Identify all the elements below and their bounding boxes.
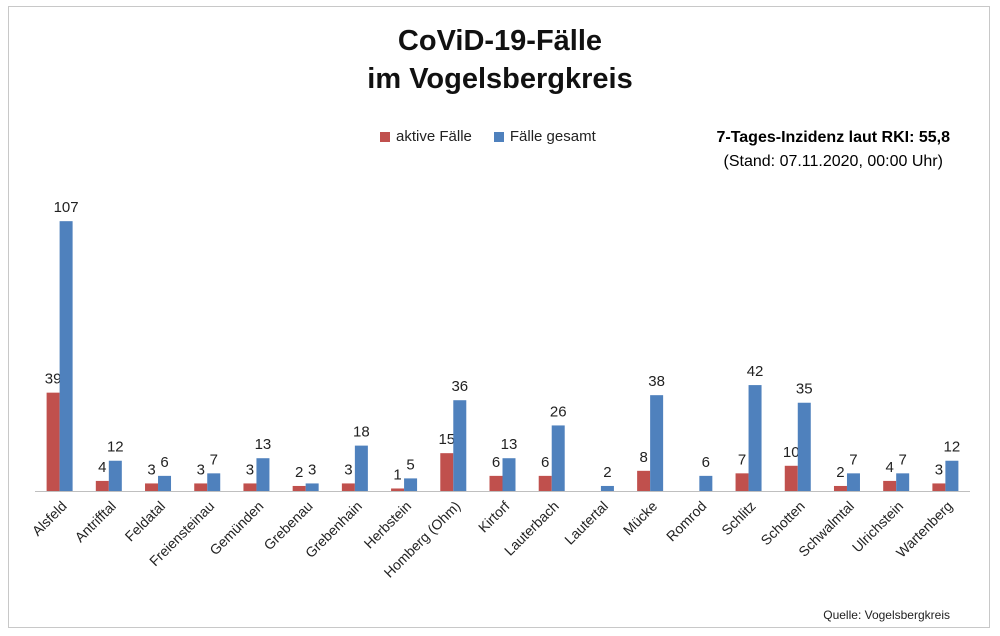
bar-gesamt-14 bbox=[748, 385, 762, 491]
legend-item-gesamt: Fälle gesamt bbox=[493, 128, 596, 145]
category-label-1: Antrifftal bbox=[71, 498, 118, 545]
category-label-11: Lautertal bbox=[561, 498, 611, 548]
category-label-2: Feldatal bbox=[122, 498, 169, 545]
legend: aktive Fälle Fälle gesamt bbox=[380, 128, 610, 145]
label-gesamt-17: 7 bbox=[899, 451, 907, 468]
label-gesamt-1: 12 bbox=[107, 439, 124, 456]
bar-gesamt-11 bbox=[600, 485, 614, 491]
chart-frame bbox=[8, 6, 990, 628]
bar-aktive-5 bbox=[292, 485, 306, 491]
bar-aktive-1 bbox=[95, 480, 109, 491]
label-aktive-6: 3 bbox=[344, 461, 352, 478]
label-aktive-16: 2 bbox=[836, 464, 844, 481]
label-aktive-10: 6 bbox=[541, 454, 549, 471]
bar-gesamt-0 bbox=[59, 221, 73, 491]
legend-label-aktive: aktive Fälle bbox=[396, 128, 472, 145]
bar-gesamt-16 bbox=[846, 473, 860, 491]
label-gesamt-15: 35 bbox=[796, 381, 813, 398]
legend-swatch-gesamt bbox=[493, 131, 504, 142]
bar-gesamt-18 bbox=[945, 460, 959, 491]
bar-aktive-16 bbox=[833, 485, 847, 491]
label-gesamt-12: 38 bbox=[648, 373, 665, 390]
label-gesamt-9: 13 bbox=[501, 436, 518, 453]
incidence-date: (Stand: 07.11.2020, 00:00 Uhr) bbox=[723, 153, 943, 170]
legend-label-gesamt: Fälle gesamt bbox=[509, 128, 596, 145]
category-label-13: Romrod bbox=[663, 498, 710, 545]
label-gesamt-4: 13 bbox=[255, 436, 272, 453]
label-aktive-15: 10 bbox=[783, 444, 800, 461]
bar-gesamt-9 bbox=[502, 458, 516, 491]
bar-aktive-12 bbox=[637, 470, 651, 491]
bar-gesamt-13 bbox=[699, 475, 713, 491]
label-gesamt-18: 12 bbox=[944, 439, 961, 456]
category-label-12: Mücke bbox=[620, 498, 661, 539]
bar-gesamt-7 bbox=[404, 478, 418, 491]
category-label-15: Schotten bbox=[757, 498, 807, 548]
label-aktive-0: 39 bbox=[45, 371, 62, 388]
label-aktive-2: 3 bbox=[147, 461, 155, 478]
label-aktive-14: 7 bbox=[738, 451, 746, 468]
bar-gesamt-6 bbox=[354, 445, 368, 491]
bar-gesamt-8 bbox=[453, 400, 467, 491]
label-gesamt-14: 42 bbox=[747, 363, 764, 380]
bar-gesamt-17 bbox=[896, 473, 910, 491]
label-aktive-8: 15 bbox=[438, 431, 455, 448]
legend-swatch-aktive bbox=[380, 131, 390, 142]
bar-aktive-18 bbox=[932, 483, 946, 491]
label-gesamt-7: 5 bbox=[406, 456, 414, 473]
label-aktive-18: 3 bbox=[935, 461, 943, 478]
label-gesamt-13: 6 bbox=[702, 454, 710, 471]
label-aktive-17: 4 bbox=[886, 459, 894, 476]
label-gesamt-0: 107 bbox=[54, 199, 79, 216]
bar-aktive-10 bbox=[538, 475, 552, 491]
bar-aktive-14 bbox=[735, 473, 749, 491]
label-gesamt-11: 2 bbox=[603, 464, 611, 481]
category-label-0: Alsfeld bbox=[29, 498, 70, 539]
label-aktive-1: 4 bbox=[98, 459, 106, 476]
bar-gesamt-2 bbox=[158, 475, 172, 491]
bar-aktive-15 bbox=[784, 465, 798, 491]
incidence-box: 7-Tages-Inzidenz laut RKI: 55,8 (Stand: … bbox=[716, 126, 950, 174]
label-aktive-7: 1 bbox=[393, 466, 401, 483]
label-aktive-4: 3 bbox=[246, 461, 254, 478]
bar-aktive-17 bbox=[883, 480, 897, 491]
label-gesamt-16: 7 bbox=[849, 451, 857, 468]
label-gesamt-3: 7 bbox=[210, 451, 218, 468]
bar-gesamt-3 bbox=[207, 473, 221, 491]
bar-aktive-2 bbox=[145, 483, 159, 491]
label-aktive-12: 8 bbox=[639, 449, 647, 466]
title-line-1: CoViD-19-Fälle bbox=[397, 25, 603, 57]
chart-title: CoViD-19-Fälle im Vogelsbergkreis bbox=[0, 22, 1000, 98]
title-line-2: im Vogelsbergkreis bbox=[367, 63, 633, 95]
bar-gesamt-12 bbox=[650, 395, 664, 491]
label-gesamt-5: 3 bbox=[308, 461, 316, 478]
bar-aktive-9 bbox=[489, 475, 503, 491]
bar-aktive-3 bbox=[194, 483, 208, 491]
bar-gesamt-15 bbox=[797, 402, 811, 491]
label-gesamt-8: 36 bbox=[451, 378, 468, 395]
bar-aktive-8 bbox=[440, 453, 454, 491]
source-note: Quelle: Vogelsbergkreis bbox=[823, 608, 950, 622]
bar-gesamt-4 bbox=[256, 458, 270, 491]
category-label-14: Schlitz bbox=[718, 498, 758, 538]
category-label-4: Gemünden bbox=[206, 498, 266, 558]
bar-aktive-0 bbox=[46, 392, 60, 491]
bar-gesamt-10 bbox=[551, 425, 565, 491]
label-aktive-5: 2 bbox=[295, 464, 303, 481]
label-aktive-9: 6 bbox=[492, 454, 500, 471]
bar-gesamt-5 bbox=[305, 483, 319, 491]
bar-aktive-7 bbox=[391, 488, 405, 491]
legend-item-aktive: aktive Fälle bbox=[380, 128, 472, 145]
bar-gesamt-1 bbox=[108, 460, 122, 491]
label-aktive-3: 3 bbox=[197, 461, 205, 478]
bar-aktive-4 bbox=[243, 483, 257, 491]
label-gesamt-10: 26 bbox=[550, 403, 567, 420]
category-label-9: Kirtorf bbox=[475, 498, 513, 536]
bar-aktive-6 bbox=[341, 483, 355, 491]
label-gesamt-6: 18 bbox=[353, 424, 370, 441]
incidence-value: 7-Tages-Inzidenz laut RKI: 55,8 bbox=[716, 129, 950, 146]
label-gesamt-2: 6 bbox=[160, 454, 168, 471]
